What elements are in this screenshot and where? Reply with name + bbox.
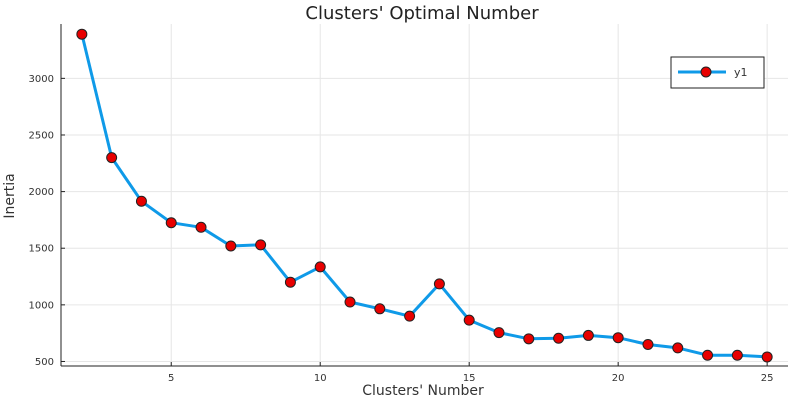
data-point (433, 278, 445, 290)
y-tick-label: 3000 (29, 74, 54, 85)
data-point (195, 221, 207, 233)
data-point (493, 327, 505, 339)
x-axis-label: Clusters' Number (362, 383, 484, 399)
data-point (314, 261, 326, 273)
data-point (106, 152, 118, 164)
chart-title: Clusters' Optimal Number (305, 3, 539, 24)
y-tick-label: 500 (35, 357, 54, 368)
data-point (463, 314, 475, 326)
y-tick-label: 1500 (29, 244, 54, 255)
data-point (702, 349, 714, 361)
grid (61, 24, 788, 366)
data-point (165, 217, 177, 229)
data-point (523, 333, 535, 345)
legend-entry-y1: y1 (734, 66, 748, 79)
data-point (404, 310, 416, 322)
y-tick-label: 2500 (29, 130, 54, 141)
series-line (80, 33, 768, 359)
data-point (284, 276, 296, 288)
data-point (374, 303, 386, 315)
y-axis-label: Inertia (2, 173, 18, 218)
data-point (731, 349, 743, 361)
data-point (344, 296, 356, 308)
legend: y1 (670, 56, 765, 89)
x-ticks: 5 10 15 20 25 (168, 362, 774, 384)
data-point (76, 28, 88, 40)
data-point (612, 332, 624, 344)
axes (60, 24, 788, 367)
x-tick-label: 15 (463, 373, 476, 384)
x-tick-label: 10 (314, 373, 327, 384)
data-point (642, 338, 654, 350)
series (76, 28, 773, 363)
y-tick-label: 2000 (29, 187, 54, 198)
data-point (135, 195, 147, 207)
data-point (761, 351, 773, 363)
data-point (582, 329, 594, 341)
y-tick-label: 1000 (29, 300, 54, 311)
x-tick-label: 5 (168, 373, 174, 384)
data-point (225, 240, 237, 252)
y-ticks: 500 1000 1500 2000 2500 3000 (29, 74, 65, 368)
legend-marker (700, 66, 712, 78)
x-tick-label: 25 (761, 373, 774, 384)
x-tick-label: 20 (612, 373, 625, 384)
data-point (255, 239, 267, 251)
data-point (553, 332, 565, 344)
data-point (672, 342, 684, 354)
